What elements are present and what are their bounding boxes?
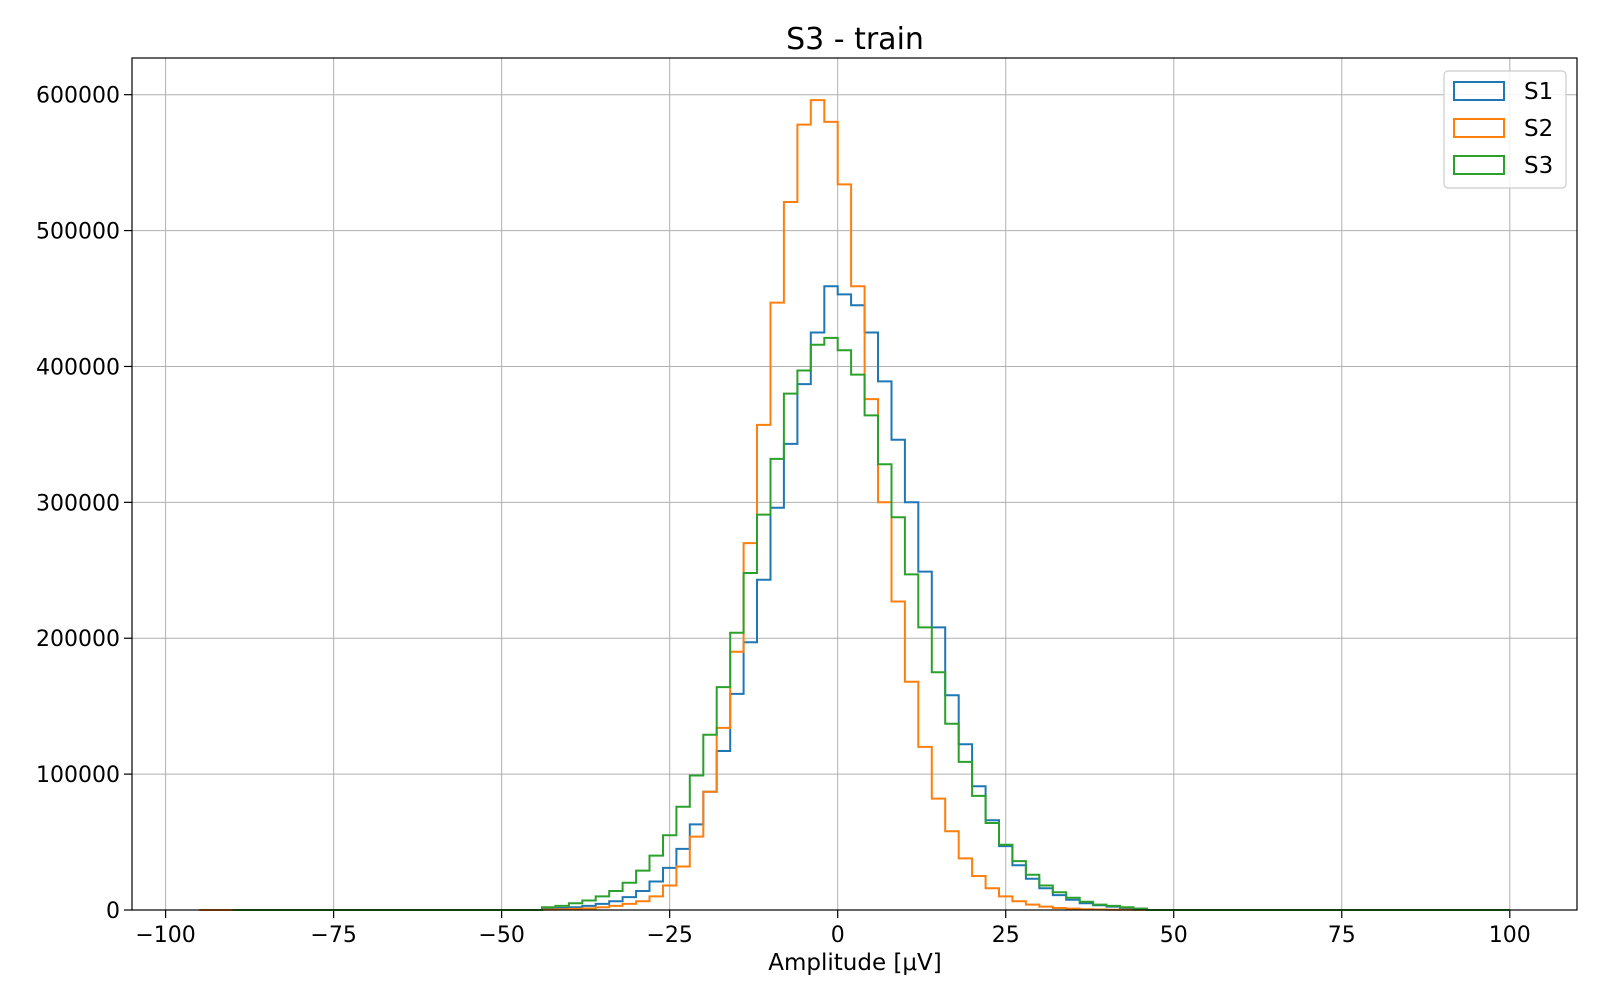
x-axis-label: Amplitude [μV] [768, 950, 942, 976]
series-s2-step [199, 99, 1510, 911]
y-tick-label: 100000 [36, 763, 120, 788]
x-tick-label: 100 [1489, 923, 1531, 948]
y-tick-label: 600000 [36, 84, 120, 109]
series-group [199, 99, 1510, 911]
x-tick-label: 25 [992, 923, 1020, 948]
y-tick-label: 500000 [36, 220, 120, 245]
legend-label: S1 [1524, 79, 1553, 105]
chart-title: S3 - train [786, 22, 924, 57]
x-tick-label: 75 [1328, 923, 1356, 948]
legend-label: S3 [1524, 153, 1553, 179]
x-tick-label: 0 [831, 923, 845, 948]
axis-ticks: −100 −75 −50 −25 0 25 50 75 100 0 100000 200000 3000… [36, 84, 1531, 948]
y-tick-label: 300000 [36, 491, 120, 516]
x-tick-label: −75 [310, 923, 356, 948]
x-tick-label: −50 [478, 923, 524, 948]
plot-frame [131, 57, 1578, 911]
x-tick-label: −25 [646, 923, 692, 948]
legend-swatch [1453, 81, 1505, 101]
legend-swatch [1453, 118, 1505, 138]
grid-lines [132, 58, 1577, 911]
legend-item-s1: S1 [1453, 79, 1553, 105]
legend-label: S2 [1524, 116, 1553, 142]
legend: S1 S2 S3 [1443, 70, 1567, 189]
y-tick-label: 400000 [36, 355, 120, 380]
legend-swatch [1453, 155, 1505, 175]
series-s1-step [212, 285, 1510, 911]
y-tick-label: 200000 [36, 627, 120, 652]
legend-item-s2: S2 [1453, 116, 1553, 142]
series-s3-step [232, 336, 1510, 911]
x-tick-label: 50 [1160, 923, 1188, 948]
y-tick-label: 0 [106, 899, 120, 924]
x-tick-label: −100 [135, 923, 195, 948]
legend-item-s3: S3 [1453, 153, 1553, 179]
